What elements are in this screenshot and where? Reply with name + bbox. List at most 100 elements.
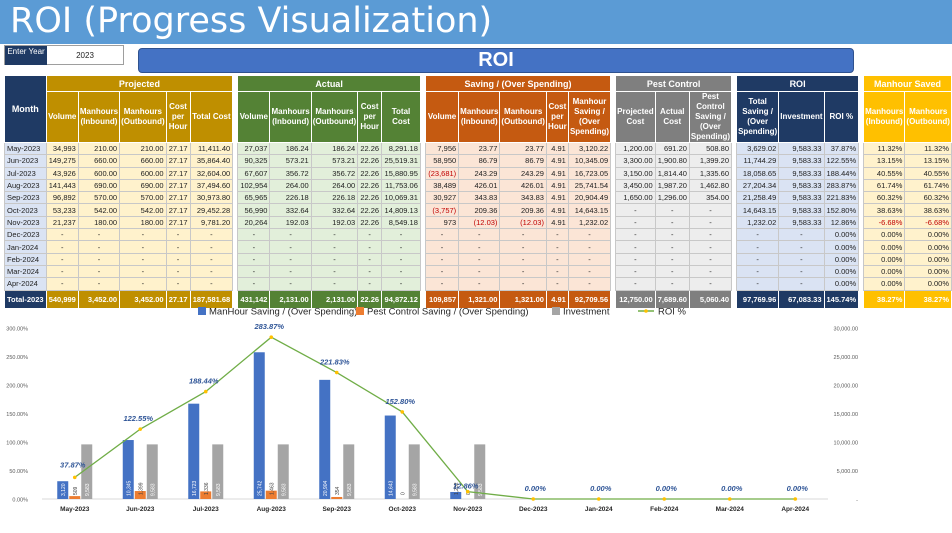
table-cell: - [77,277,121,291]
table-cell: 122.55% [823,154,860,168]
roi-marker [793,497,798,501]
bar-data-label: 9,583 [216,483,222,496]
table-cell: - [458,240,501,254]
table-cell: - [357,277,383,291]
month-cell: Oct-2023 [4,203,47,217]
category-label: Feb-2024 [650,506,679,513]
table-row: Oct-2023 53,233 542.00 542.00 27.17 29,452.28… [4,203,952,217]
category-label: Jul-2023 [193,506,219,513]
table-cell: 27,204.34 [736,178,780,193]
total-cell: 92,709.56 [567,289,612,309]
category-label: Jun-2023 [126,506,155,513]
bar-data-label: 1,399 [138,482,144,495]
table-cell: - [269,277,312,291]
table-cell: 9,583.33 [778,178,825,193]
table-cell: 86.79 [499,154,547,168]
bar-investment [277,444,289,499]
category-label: May-2023 [60,506,90,513]
table-cell: - [357,228,383,242]
table-cell: 25,741.54 [567,178,612,193]
roi-line [74,336,796,500]
table-cell: 58,950 [424,154,460,168]
table-cell: 38.63% [904,203,952,217]
roi-marker [334,370,339,375]
table-cell: 29,452.28 [189,203,234,217]
table-cell: 4.91 [545,154,569,168]
category-label: Jan-2024 [585,506,613,513]
table-cell: - [567,252,612,266]
table-cell: 192.03 [310,215,359,230]
table-cell: 3,629.02 [736,141,780,156]
table-cell: 1,650.00 [615,191,656,205]
table-cell: 1,296.00 [654,191,690,205]
table-cell: - [688,215,733,230]
table-cell: - [458,264,501,279]
right-axis-tick-label: 10,000.00 [834,441,858,447]
column-header: Manhour Saving / (Over Spending) [567,91,612,143]
bar-data-label: 354 [335,486,341,495]
table-cell: 243.29 [458,166,501,180]
bar-data-label: 1,336 [204,482,210,495]
category-label: Oct-2023 [389,506,417,513]
table-cell: 14,809.13 [381,203,421,217]
roi-data-label: 188.44% [189,377,219,386]
table-cell: 34,993 [45,141,79,156]
table-cell: - [269,228,312,242]
table-cell: - [77,228,121,242]
table-cell: - [545,277,569,291]
roi-marker [465,489,470,494]
table-cell: - [736,252,780,266]
table-cell: 9,781.20 [189,215,234,230]
total-cell: 12,750.00 [615,289,656,309]
table-cell: - [545,252,569,266]
table-cell: 210.00 [119,141,167,156]
table-cell: 508.80 [688,141,733,156]
table-cell: 0.00% [863,240,906,254]
total-cell: 2,131.00 [310,289,359,309]
left-axis-tick-label: 200.00% [6,384,28,390]
table-cell: 264.00 [310,178,359,193]
bar-data-label: 10,345 [126,480,132,496]
table-cell: - [424,264,460,279]
table-cell: 67,607 [237,166,271,180]
table-cell: - [237,264,271,279]
table-cell: 600.00 [77,166,121,180]
table-cell: 600.00 [119,166,167,180]
bar-investment [81,444,93,499]
bar-manhour-saving [384,415,396,499]
table-cell: 3,300.00 [615,154,656,168]
table-cell: 15,880.95 [381,166,421,180]
table-cell: 13.15% [904,154,952,168]
table-cell: - [381,264,421,279]
table-cell: 43,926 [45,166,79,180]
table-cell: 0.00% [863,264,906,279]
bar-manhour-saving [319,379,331,499]
table-row: Aug-2023 141,443 690.00 690.00 27.17 37,494.6… [4,178,952,193]
table-cell: - [736,240,780,254]
roi-chart: ManHour Saving / (Over Spending) Pest Con… [6,307,858,514]
year-input-box: Enter Year 2023 [4,45,124,65]
table-cell: - [269,252,312,266]
table-cell: - [499,264,547,279]
year-input[interactable]: 2023 [76,51,94,60]
table-cell: - [654,264,690,279]
table-cell: - [45,228,79,242]
table-cell: - [458,252,501,266]
bar-data-label: 9,583 [281,483,287,496]
table-cell: - [688,264,733,279]
total-row: Total-2023 540,999 3,452.00 3,452.00 27.17 18… [4,289,952,309]
legend-label: Investment [563,307,610,318]
table-cell: 209.36 [458,203,501,217]
table-cell: 186.24 [310,141,359,156]
total-cell: 38.27% [904,289,952,309]
bar-manhour-saving [188,403,200,499]
roi-data-label: 0.00% [590,484,612,493]
roi-data-label: 0.00% [525,484,547,493]
table-cell: 27.17 [165,141,191,156]
roi-marker [400,410,405,414]
table-cell: - [688,240,733,254]
table-cell: - [567,240,612,254]
table-cell: 21,237 [45,215,79,230]
total-cell: 27.17 [165,289,191,309]
table-cell: 60.32% [863,191,906,205]
